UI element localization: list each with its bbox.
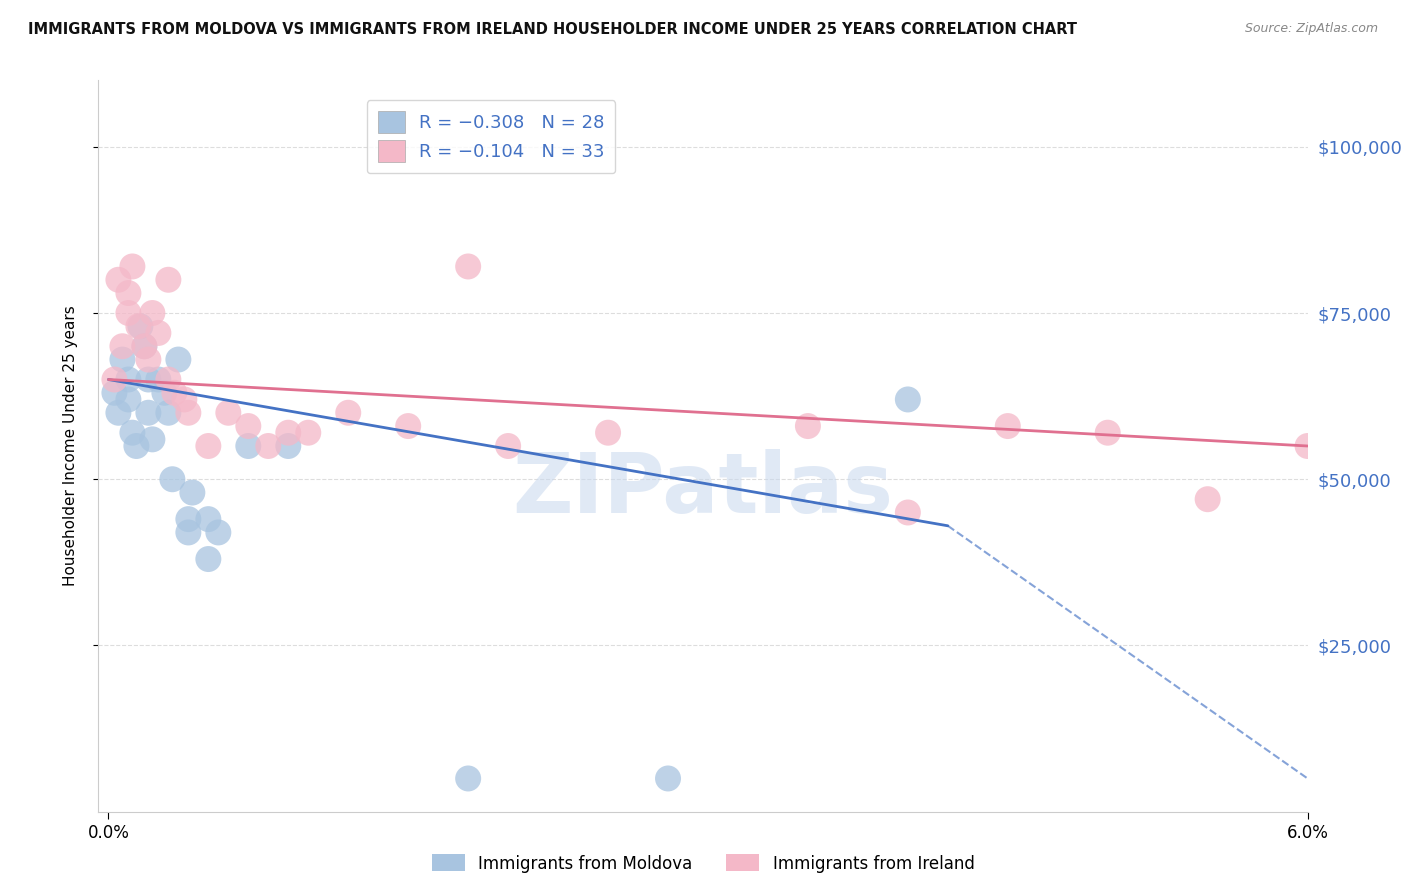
Point xyxy=(138,372,160,386)
Point xyxy=(197,552,219,566)
Point xyxy=(217,406,239,420)
Point xyxy=(138,352,160,367)
Point xyxy=(457,772,479,786)
Point xyxy=(117,286,139,301)
Point xyxy=(1097,425,1119,440)
Y-axis label: Householder Income Under 25 years: Householder Income Under 25 years xyxy=(63,306,77,586)
Point xyxy=(157,406,180,420)
Point xyxy=(657,772,679,786)
Point xyxy=(121,425,143,440)
Point xyxy=(117,306,139,320)
Point xyxy=(163,385,186,400)
Point xyxy=(111,352,134,367)
Point xyxy=(107,406,129,420)
Point xyxy=(207,525,229,540)
Point xyxy=(134,339,156,353)
Point xyxy=(177,525,200,540)
Text: ZIPatlas: ZIPatlas xyxy=(513,450,893,531)
Point xyxy=(797,419,820,434)
Point xyxy=(153,385,176,400)
Point xyxy=(1197,492,1219,507)
Point xyxy=(297,425,319,440)
Point xyxy=(277,439,299,453)
Point xyxy=(148,372,170,386)
Point xyxy=(107,273,129,287)
Point xyxy=(103,385,125,400)
Point xyxy=(148,326,170,340)
Point xyxy=(181,485,204,500)
Point xyxy=(238,419,260,434)
Point xyxy=(396,419,419,434)
Point xyxy=(138,406,160,420)
Point xyxy=(596,425,619,440)
Point xyxy=(117,392,139,407)
Point xyxy=(157,372,180,386)
Point xyxy=(177,512,200,526)
Legend: R = −0.308   N = 28, R = −0.104   N = 33: R = −0.308 N = 28, R = −0.104 N = 33 xyxy=(367,100,616,173)
Point xyxy=(277,425,299,440)
Point xyxy=(129,319,152,334)
Point xyxy=(257,439,280,453)
Point xyxy=(167,352,190,367)
Point xyxy=(173,392,195,407)
Point xyxy=(121,260,143,274)
Point xyxy=(157,273,180,287)
Point xyxy=(141,433,163,447)
Text: Source: ZipAtlas.com: Source: ZipAtlas.com xyxy=(1244,22,1378,36)
Point xyxy=(197,439,219,453)
Point xyxy=(496,439,519,453)
Point xyxy=(111,339,134,353)
Point xyxy=(117,372,139,386)
Point xyxy=(177,406,200,420)
Point xyxy=(1296,439,1319,453)
Point xyxy=(125,439,148,453)
Point xyxy=(162,472,184,486)
Point xyxy=(134,339,156,353)
Point xyxy=(127,319,149,334)
Text: IMMIGRANTS FROM MOLDOVA VS IMMIGRANTS FROM IRELAND HOUSEHOLDER INCOME UNDER 25 Y: IMMIGRANTS FROM MOLDOVA VS IMMIGRANTS FR… xyxy=(28,22,1077,37)
Point xyxy=(103,372,125,386)
Point xyxy=(897,392,920,407)
Point xyxy=(141,306,163,320)
Point xyxy=(337,406,360,420)
Legend: Immigrants from Moldova, Immigrants from Ireland: Immigrants from Moldova, Immigrants from… xyxy=(425,847,981,880)
Point xyxy=(197,512,219,526)
Point xyxy=(457,260,479,274)
Point xyxy=(997,419,1019,434)
Point xyxy=(238,439,260,453)
Point xyxy=(897,506,920,520)
